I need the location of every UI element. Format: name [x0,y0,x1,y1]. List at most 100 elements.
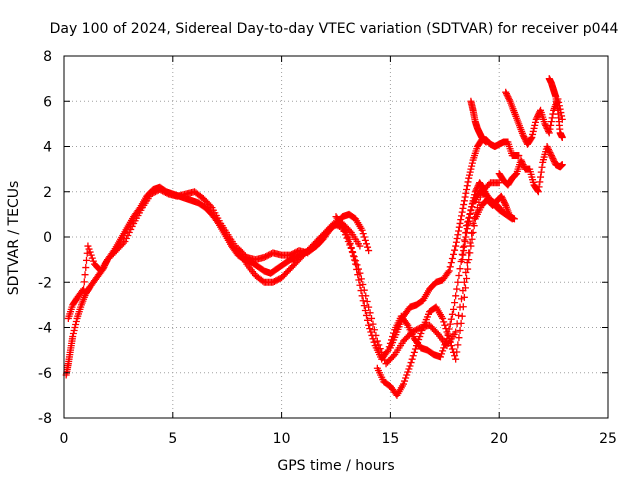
data-point-marker [414,339,422,347]
data-point-marker [534,112,542,120]
data-point-marker [460,247,468,255]
data-point-marker [446,338,454,346]
data-point-marker [87,251,95,259]
data-point-marker [465,256,473,264]
chart-title: Day 100 of 2024, Sidereal Day-to-day VTE… [50,21,619,37]
data-point-marker [521,134,529,142]
data-point-marker [125,228,133,236]
data-point-marker [439,347,447,355]
data-point-marker [463,259,471,267]
data-point-marker [502,90,510,98]
data-point-marker [360,233,368,241]
data-point-marker [121,238,129,246]
data-point-marker [368,314,376,322]
data-point-marker [460,201,468,209]
data-point-marker [88,254,96,262]
data-point-marker [469,197,477,205]
data-point-marker [415,336,423,344]
data-point-marker [127,225,135,233]
x-tick-label: 25 [599,431,617,447]
data-point-marker [119,239,127,247]
data-point-marker [345,235,353,243]
data-point-marker [69,330,77,338]
data-point-marker [451,352,459,360]
data-point-marker [545,146,553,154]
data-point-marker [547,150,555,158]
data-point-marker [350,256,358,264]
data-point-marker [411,345,419,353]
data-point-marker [458,312,466,320]
data-point-marker [482,138,490,146]
data-point-marker [402,374,410,382]
data-point-marker [537,173,545,181]
data-point-marker [445,267,453,275]
data-point-marker [454,341,462,349]
data-point-marker [89,257,97,265]
data-point-marker [504,93,512,101]
data-point-marker [447,342,455,350]
data-point-marker [459,204,467,212]
data-point-marker [470,194,478,202]
data-point-marker [399,380,407,388]
data-point-marker [465,217,473,225]
data-point-marker [348,248,356,256]
data-point-marker [460,242,468,250]
data-point-marker [546,125,554,133]
data-point-marker [404,368,412,376]
data-point-marker [462,233,470,241]
data-point-marker [461,238,469,246]
data-point-marker [456,327,464,335]
data-point-marker [544,144,552,152]
data-point-marker [529,130,537,138]
data-point-marker [471,188,479,196]
data-point-marker [457,212,465,220]
data-point-marker [465,171,473,179]
data-point-marker [361,307,369,315]
data-point-marker [439,314,447,322]
data-point-marker [442,325,450,333]
data-point-marker [405,365,413,373]
data-point-marker [463,225,471,233]
data-point-marker [355,276,363,284]
data-point-marker [410,348,418,356]
data-point-marker [365,321,373,329]
data-point-marker [452,238,460,246]
data-point-marker [495,179,503,187]
data-point-marker [436,353,444,361]
data-point-marker [468,203,476,211]
data-point-marker [459,251,467,259]
data-point-marker [128,222,136,230]
data-point-marker [72,317,80,325]
data-point-marker [461,284,469,292]
data-point-marker [444,331,452,339]
data-point-marker [453,235,461,243]
data-point-marker [532,115,540,123]
data-point-marker [440,344,448,352]
data-point-marker [364,243,372,251]
data-point-marker [468,159,476,167]
data-point-marker [511,171,519,179]
data-point-marker [472,186,480,194]
data-point-marker [520,133,528,141]
data-point-marker [337,220,345,228]
data-point-marker [459,303,467,311]
data-point-marker [501,200,509,208]
data-points [62,75,566,399]
data-point-marker [468,162,476,170]
data-point-marker [512,170,520,178]
data-point-marker [460,197,468,205]
data-point-marker [541,120,549,128]
data-point-marker [466,210,474,218]
satellite-track-j [545,75,566,141]
data-point-marker [505,94,513,102]
data-point-marker [357,287,365,295]
data-point-marker [457,216,465,224]
data-point-marker [444,268,452,276]
data-point-marker [473,185,481,193]
data-point-marker [464,265,472,273]
data-point-marker [453,348,461,356]
data-point-marker [356,281,364,289]
data-point-marker [496,205,504,213]
data-point-marker [464,178,472,186]
